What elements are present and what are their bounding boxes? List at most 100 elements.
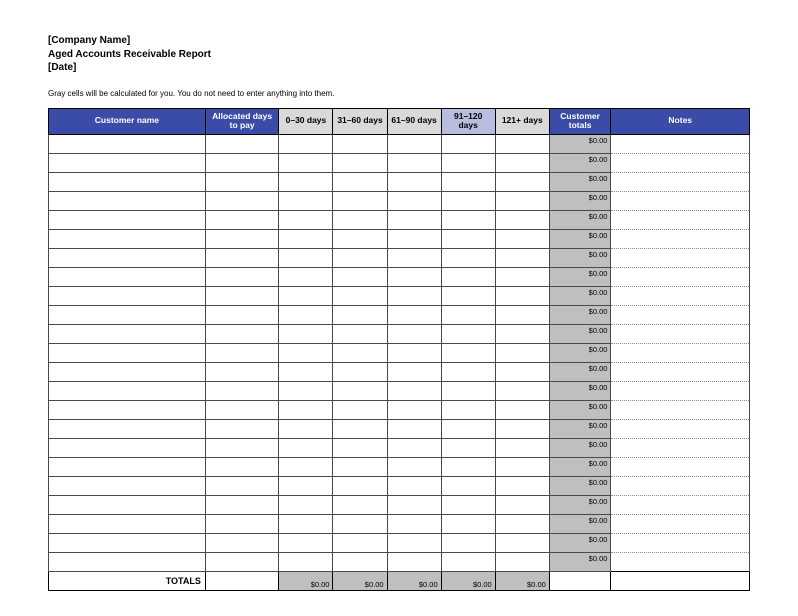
data-cell[interactable] (441, 135, 495, 154)
notes-cell[interactable] (611, 382, 750, 401)
data-cell[interactable] (49, 173, 206, 192)
data-cell[interactable] (205, 268, 279, 287)
data-cell[interactable] (441, 306, 495, 325)
data-cell[interactable] (279, 268, 333, 287)
data-cell[interactable] (387, 420, 441, 439)
data-cell[interactable] (279, 534, 333, 553)
data-cell[interactable] (49, 344, 206, 363)
data-cell[interactable] (333, 135, 387, 154)
data-cell[interactable] (333, 230, 387, 249)
data-cell[interactable] (441, 344, 495, 363)
data-cell[interactable] (387, 268, 441, 287)
data-cell[interactable] (495, 154, 549, 173)
data-cell[interactable] (205, 477, 279, 496)
data-cell[interactable] (387, 287, 441, 306)
data-cell[interactable] (495, 173, 549, 192)
data-cell[interactable] (49, 268, 206, 287)
data-cell[interactable] (205, 154, 279, 173)
data-cell[interactable] (205, 382, 279, 401)
data-cell[interactable] (387, 553, 441, 572)
data-cell[interactable] (49, 553, 206, 572)
data-cell[interactable] (205, 230, 279, 249)
data-cell[interactable] (387, 230, 441, 249)
data-cell[interactable] (495, 211, 549, 230)
data-cell[interactable] (333, 553, 387, 572)
data-cell[interactable] (387, 439, 441, 458)
data-cell[interactable] (441, 401, 495, 420)
data-cell[interactable] (387, 401, 441, 420)
notes-cell[interactable] (611, 325, 750, 344)
data-cell[interactable] (387, 496, 441, 515)
data-cell[interactable] (279, 135, 333, 154)
data-cell[interactable] (279, 230, 333, 249)
data-cell[interactable] (49, 154, 206, 173)
data-cell[interactable] (279, 249, 333, 268)
data-cell[interactable] (441, 192, 495, 211)
data-cell[interactable] (441, 458, 495, 477)
data-cell[interactable] (279, 401, 333, 420)
data-cell[interactable] (205, 553, 279, 572)
data-cell[interactable] (441, 211, 495, 230)
data-cell[interactable] (387, 173, 441, 192)
data-cell[interactable] (333, 477, 387, 496)
data-cell[interactable] (333, 363, 387, 382)
data-cell[interactable] (387, 249, 441, 268)
data-cell[interactable] (279, 363, 333, 382)
data-cell[interactable] (441, 515, 495, 534)
data-cell[interactable] (495, 420, 549, 439)
data-cell[interactable] (49, 420, 206, 439)
data-cell[interactable] (333, 458, 387, 477)
data-cell[interactable] (333, 287, 387, 306)
data-cell[interactable] (387, 477, 441, 496)
data-cell[interactable] (387, 192, 441, 211)
data-cell[interactable] (333, 496, 387, 515)
data-cell[interactable] (279, 154, 333, 173)
notes-cell[interactable] (611, 458, 750, 477)
data-cell[interactable] (441, 325, 495, 344)
data-cell[interactable] (279, 287, 333, 306)
notes-cell[interactable] (611, 515, 750, 534)
data-cell[interactable] (441, 363, 495, 382)
data-cell[interactable] (333, 325, 387, 344)
data-cell[interactable] (495, 534, 549, 553)
data-cell[interactable] (495, 439, 549, 458)
data-cell[interactable] (441, 477, 495, 496)
data-cell[interactable] (441, 230, 495, 249)
notes-cell[interactable] (611, 439, 750, 458)
notes-cell[interactable] (611, 363, 750, 382)
data-cell[interactable] (49, 439, 206, 458)
data-cell[interactable] (333, 420, 387, 439)
data-cell[interactable] (333, 515, 387, 534)
data-cell[interactable] (495, 230, 549, 249)
data-cell[interactable] (279, 306, 333, 325)
data-cell[interactable] (495, 135, 549, 154)
notes-cell[interactable] (611, 135, 750, 154)
data-cell[interactable] (279, 382, 333, 401)
notes-cell[interactable] (611, 230, 750, 249)
data-cell[interactable] (495, 496, 549, 515)
data-cell[interactable] (205, 211, 279, 230)
data-cell[interactable] (49, 211, 206, 230)
data-cell[interactable] (333, 439, 387, 458)
notes-cell[interactable] (611, 344, 750, 363)
data-cell[interactable] (495, 325, 549, 344)
data-cell[interactable] (441, 249, 495, 268)
data-cell[interactable] (279, 325, 333, 344)
data-cell[interactable] (333, 306, 387, 325)
data-cell[interactable] (387, 458, 441, 477)
data-cell[interactable] (49, 401, 206, 420)
data-cell[interactable] (495, 306, 549, 325)
data-cell[interactable] (205, 458, 279, 477)
notes-cell[interactable] (611, 534, 750, 553)
data-cell[interactable] (495, 268, 549, 287)
data-cell[interactable] (205, 192, 279, 211)
data-cell[interactable] (387, 211, 441, 230)
data-cell[interactable] (49, 458, 206, 477)
data-cell[interactable] (279, 496, 333, 515)
data-cell[interactable] (387, 363, 441, 382)
data-cell[interactable] (495, 458, 549, 477)
data-cell[interactable] (205, 287, 279, 306)
notes-cell[interactable] (611, 249, 750, 268)
notes-cell[interactable] (611, 401, 750, 420)
data-cell[interactable] (333, 173, 387, 192)
